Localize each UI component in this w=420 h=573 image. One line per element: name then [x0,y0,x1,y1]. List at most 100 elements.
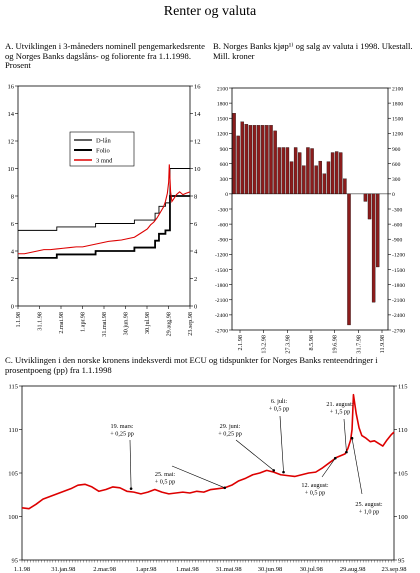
chart-b-bar [314,165,318,195]
chart-c-annotation-change: + 0,25 pp [110,431,134,438]
chart-b-bar [306,147,310,195]
chart-b-ytick-label-left: -1800 [215,283,228,289]
chart-c-annotation-date: 21. august: [326,401,353,408]
chart-c-annotation-arrow [351,438,363,495]
chart-c-ytick-label-left: 115 [8,384,18,391]
chart-c-annotation-arrow [171,465,225,489]
chart-b-xtick-label: 27.3.98 [284,335,291,354]
chart-c-annotation-point [333,456,337,460]
chart-c-xtick-label: 2.mar.98 [93,566,116,573]
chart-b-bar [256,125,261,195]
chart-b-bar [244,124,249,195]
chart-b-ytick-label-right: -1800 [392,283,405,289]
chart-c-ytick-label-right: 100 [398,514,408,521]
chart-b-frame [231,87,389,331]
chart-b-ytick-label-right: -1200 [392,253,405,259]
chart-b-bar [252,125,257,195]
chart-a-series-line [18,168,190,231]
chart-b-ytick-label-right: -2700 [392,328,405,334]
chart-a-ytick-label-left: 4 [11,249,15,256]
chart-b-ytick-label-left: -1500 [215,268,228,274]
chart-c-annotation-date: 19. mars: [110,423,133,430]
chart-a-series-line [18,164,191,255]
chart-a-ytick-label-left: 16 [8,84,15,91]
chart-c-xtick-label: 30.jul.98 [300,566,323,573]
chart-c-annotation-point [350,436,354,440]
chart-c-annotation-date: 25. mai: [155,471,176,478]
chart-a-ytick-label-left: 12 [8,139,15,146]
chart-b-ytick-label-right: -900 [392,238,402,244]
chart-a-ytick-label-right: 4 [194,249,198,256]
chart-b-ytick-label-right: 1800 [392,101,403,107]
chart-b: 2100 2100 1800 1800 1500 1500 1200 1200 900 900 60… [215,86,405,354]
chart-b-bar [330,152,335,195]
chart-b-bar [347,193,351,326]
chart-b-bar [326,161,331,195]
chart-b-ytick-label-right: 600 [392,162,401,168]
chart-b-bar [371,193,376,303]
chart-a-ytick-label-left: 2 [11,276,14,283]
chart-b-bar [318,160,322,195]
chart-b-ytick-label-left: -2700 [215,328,228,334]
chart-c-annotation-date: 25. august: [355,501,382,508]
chart-a-xtick-label: 31.1.98 [37,312,44,331]
chart-c-annotation-arrow [129,439,132,489]
chart-c-xtick-label: 31.mai.98 [216,566,242,573]
chart-b-bar [322,173,327,195]
chart-a-ytick-label-right: 8 [194,194,197,201]
chart-a-ytick-label-left: 14 [8,111,15,118]
chart-a-ytick-label-right: 14 [194,111,201,118]
chart-a: 0 0 2 2 4 4 6 6 8 8 10 10 12 12 14 14 16 16 1.1.98 31.1.98 2… [8,84,202,337]
chart-c-xtick-label: 23.sep.98 [382,566,407,573]
chart-b-bar [265,125,269,195]
chart-a-ytick-label-right: 10 [194,166,201,173]
chart-a-xtick-label: 1.apr.98 [80,312,87,332]
chart-b-ytick-label-right: 0 [392,192,395,198]
chart-b-bar [289,161,294,195]
chart-b-bar [269,125,273,195]
chart-a-ytick-label-left: 8 [11,194,14,201]
chart-c-xtick-label: 30.jun.98 [258,566,283,573]
chart-b-ytick-label-left: -2400 [215,313,228,319]
chart-a-ytick-label-right: 16 [194,84,201,91]
chart-b-bar [339,152,343,195]
chart-c-annotation-point [282,470,285,474]
chart-b-xtick-label: 2.1.98 [237,335,244,350]
chart-c-ytick-label-right: 95 [398,558,405,565]
chart-b-ytick-label-right: 2100 [392,86,403,92]
chart-b-bar [343,178,347,195]
chart-c-annotation-point [129,487,133,490]
panel-b-title-block: B. Norges Banks kjøp¹⁾ og salg av valuta… [213,41,418,61]
chart-b-ytick-label-right: -300 [392,207,402,213]
chart-c-annotation-change: + 0,5 pp [269,406,290,413]
chart-b-ytick-label-left: -2100 [215,298,228,304]
chart-c-xtick-label: 1.apr.98 [136,566,157,573]
chart-a-ytick-label-left: 6 [11,221,15,228]
chart-a-ytick-label-right: 2 [194,276,197,283]
chart-c-series-line [21,393,395,510]
chart-c-annotation-point [223,486,227,490]
chart-b-ytick-label-right: -1500 [392,268,405,274]
chart-a-xtick-label: 1.1.98 [15,312,22,327]
panel-c-title-block: C. Utviklingen i den norske kronens inde… [5,355,415,375]
chart-c-xtick-label: 31.jan.98 [51,566,75,573]
chart-c-annotation-point [345,450,348,454]
chart-b-bar [281,147,286,195]
chart-c-ytick-label-right: 115 [398,384,408,391]
chart-b-ytick-label-left: 1200 [217,132,228,138]
chart-a-frame [17,85,191,307]
chart-c-ytick-label-left: 100 [8,514,18,521]
chart-b-xtick-label: 19.6.98 [332,335,339,354]
chart-c-annotation-point [272,469,276,472]
chart-c: 95 95 100 100 105 105 110 110 115 115 1.1.98 31.jan… [8,384,408,573]
chart-a-ytick-label-left: 10 [8,166,15,173]
chart-b-bar [293,147,298,195]
chart-a-ytick-label-right: 0 [194,304,197,311]
chart-b-ytick-label-left: 900 [220,147,229,153]
chart-b-xtick-label: 13.2.98 [261,335,268,354]
chart-b-bar [236,135,240,195]
chart-a-legend-label: 3 mnd [96,158,113,165]
chart-b-ytick-label-left: 2100 [217,86,228,92]
panel-c-label: C. [5,355,13,365]
panel-a-title: Utviklingen i 3-måneders nominell pengem… [5,41,205,71]
